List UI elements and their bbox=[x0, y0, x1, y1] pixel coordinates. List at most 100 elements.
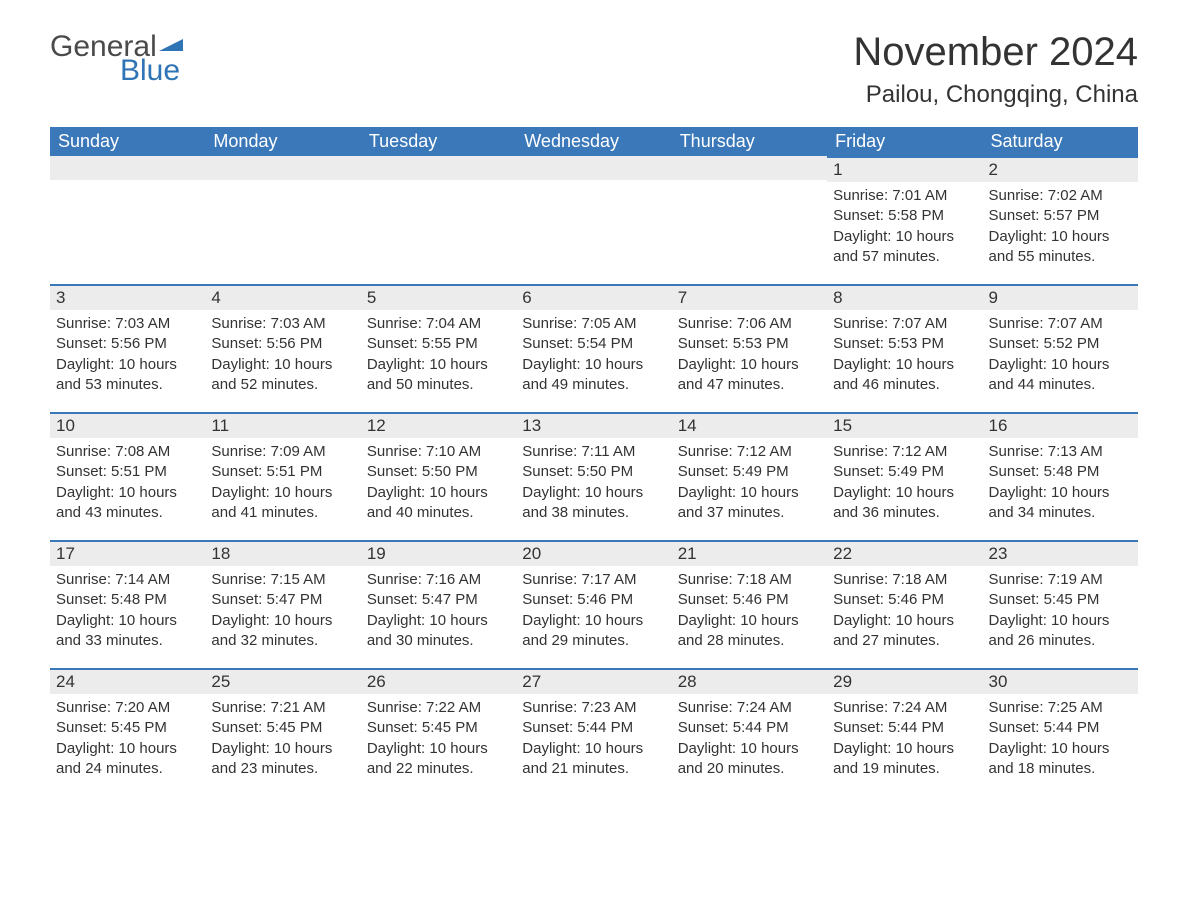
day-number bbox=[672, 156, 827, 180]
sunrise-text: Sunrise: 7:14 AM bbox=[56, 570, 199, 590]
day-number: 5 bbox=[361, 284, 516, 310]
day-details: Sunrise: 7:19 AMSunset: 5:45 PMDaylight:… bbox=[983, 566, 1138, 655]
daylight-text: Daylight: 10 hours and 36 minutes. bbox=[833, 483, 976, 524]
daylight-text: Daylight: 10 hours and 21 minutes. bbox=[522, 739, 665, 780]
calendar-cell: 21Sunrise: 7:18 AMSunset: 5:46 PMDayligh… bbox=[672, 540, 827, 668]
location: Pailou, Chongqing, China bbox=[853, 81, 1138, 109]
calendar-cell: 17Sunrise: 7:14 AMSunset: 5:48 PMDayligh… bbox=[50, 540, 205, 668]
sunrise-text: Sunrise: 7:20 AM bbox=[56, 698, 199, 718]
sunset-text: Sunset: 5:45 PM bbox=[56, 718, 199, 738]
sunset-text: Sunset: 5:44 PM bbox=[833, 718, 976, 738]
day-details: Sunrise: 7:24 AMSunset: 5:44 PMDaylight:… bbox=[672, 694, 827, 783]
sunset-text: Sunset: 5:50 PM bbox=[367, 462, 510, 482]
sunrise-text: Sunrise: 7:18 AM bbox=[678, 570, 821, 590]
sunrise-text: Sunrise: 7:07 AM bbox=[989, 314, 1132, 334]
calendar-week: 24Sunrise: 7:20 AMSunset: 5:45 PMDayligh… bbox=[50, 668, 1138, 796]
sunset-text: Sunset: 5:46 PM bbox=[833, 590, 976, 610]
day-number: 6 bbox=[516, 284, 671, 310]
day-details: Sunrise: 7:21 AMSunset: 5:45 PMDaylight:… bbox=[205, 694, 360, 783]
sunrise-text: Sunrise: 7:17 AM bbox=[522, 570, 665, 590]
month-title: November 2024 bbox=[853, 30, 1138, 75]
sunset-text: Sunset: 5:47 PM bbox=[211, 590, 354, 610]
sunrise-text: Sunrise: 7:12 AM bbox=[678, 442, 821, 462]
sunrise-text: Sunrise: 7:18 AM bbox=[833, 570, 976, 590]
daylight-text: Daylight: 10 hours and 50 minutes. bbox=[367, 355, 510, 396]
daylight-text: Daylight: 10 hours and 37 minutes. bbox=[678, 483, 821, 524]
weekday-wednesday: Wednesday bbox=[516, 127, 671, 156]
sunrise-text: Sunrise: 7:02 AM bbox=[989, 186, 1132, 206]
sunrise-text: Sunrise: 7:01 AM bbox=[833, 186, 976, 206]
sunset-text: Sunset: 5:51 PM bbox=[211, 462, 354, 482]
calendar-cell: 6Sunrise: 7:05 AMSunset: 5:54 PMDaylight… bbox=[516, 284, 671, 412]
day-number: 2 bbox=[983, 156, 1138, 182]
daylight-text: Daylight: 10 hours and 43 minutes. bbox=[56, 483, 199, 524]
sunset-text: Sunset: 5:56 PM bbox=[211, 334, 354, 354]
sunrise-text: Sunrise: 7:16 AM bbox=[367, 570, 510, 590]
sunset-text: Sunset: 5:48 PM bbox=[56, 590, 199, 610]
daylight-text: Daylight: 10 hours and 19 minutes. bbox=[833, 739, 976, 780]
calendar-cell: 14Sunrise: 7:12 AMSunset: 5:49 PMDayligh… bbox=[672, 412, 827, 540]
day-number bbox=[361, 156, 516, 180]
sunset-text: Sunset: 5:55 PM bbox=[367, 334, 510, 354]
day-number: 17 bbox=[50, 540, 205, 566]
day-details: Sunrise: 7:12 AMSunset: 5:49 PMDaylight:… bbox=[672, 438, 827, 527]
sunset-text: Sunset: 5:54 PM bbox=[522, 334, 665, 354]
daylight-text: Daylight: 10 hours and 47 minutes. bbox=[678, 355, 821, 396]
weekday-header-row: Sunday Monday Tuesday Wednesday Thursday… bbox=[50, 127, 1138, 156]
calendar-cell bbox=[672, 156, 827, 284]
sunset-text: Sunset: 5:51 PM bbox=[56, 462, 199, 482]
day-number: 30 bbox=[983, 668, 1138, 694]
calendar-cell: 23Sunrise: 7:19 AMSunset: 5:45 PMDayligh… bbox=[983, 540, 1138, 668]
daylight-text: Daylight: 10 hours and 40 minutes. bbox=[367, 483, 510, 524]
sunset-text: Sunset: 5:53 PM bbox=[833, 334, 976, 354]
day-number: 19 bbox=[361, 540, 516, 566]
day-details: Sunrise: 7:03 AMSunset: 5:56 PMDaylight:… bbox=[205, 310, 360, 399]
sunset-text: Sunset: 5:49 PM bbox=[833, 462, 976, 482]
sunset-text: Sunset: 5:48 PM bbox=[989, 462, 1132, 482]
day-details: Sunrise: 7:11 AMSunset: 5:50 PMDaylight:… bbox=[516, 438, 671, 527]
day-number: 29 bbox=[827, 668, 982, 694]
calendar-cell: 16Sunrise: 7:13 AMSunset: 5:48 PMDayligh… bbox=[983, 412, 1138, 540]
calendar-cell: 13Sunrise: 7:11 AMSunset: 5:50 PMDayligh… bbox=[516, 412, 671, 540]
day-number: 4 bbox=[205, 284, 360, 310]
weekday-sunday: Sunday bbox=[50, 127, 205, 156]
day-details: Sunrise: 7:18 AMSunset: 5:46 PMDaylight:… bbox=[827, 566, 982, 655]
sunrise-text: Sunrise: 7:09 AM bbox=[211, 442, 354, 462]
day-number: 9 bbox=[983, 284, 1138, 310]
daylight-text: Daylight: 10 hours and 26 minutes. bbox=[989, 611, 1132, 652]
daylight-text: Daylight: 10 hours and 38 minutes. bbox=[522, 483, 665, 524]
sunset-text: Sunset: 5:44 PM bbox=[989, 718, 1132, 738]
calendar-cell: 7 Sunrise: 7:06 AMSunset: 5:53 PMDaylight… bbox=[672, 284, 827, 412]
sunrise-text: Sunrise: 7:12 AM bbox=[833, 442, 976, 462]
calendar-cell: 9Sunrise: 7:07 AMSunset: 5:52 PMDaylight… bbox=[983, 284, 1138, 412]
day-details: Sunrise: 7:25 AMSunset: 5:44 PMDaylight:… bbox=[983, 694, 1138, 783]
day-number: 27 bbox=[516, 668, 671, 694]
daylight-text: Daylight: 10 hours and 22 minutes. bbox=[367, 739, 510, 780]
day-number: 11 bbox=[205, 412, 360, 438]
calendar-cell bbox=[205, 156, 360, 284]
daylight-text: Daylight: 10 hours and 28 minutes. bbox=[678, 611, 821, 652]
sunset-text: Sunset: 5:53 PM bbox=[678, 334, 821, 354]
weekday-friday: Friday bbox=[827, 127, 982, 156]
calendar-cell: 26Sunrise: 7:22 AMSunset: 5:45 PMDayligh… bbox=[361, 668, 516, 796]
weekday-thursday: Thursday bbox=[672, 127, 827, 156]
day-details: Sunrise: 7:18 AMSunset: 5:46 PMDaylight:… bbox=[672, 566, 827, 655]
calendar-week: 3Sunrise: 7:03 AMSunset: 5:56 PMDaylight… bbox=[50, 284, 1138, 412]
day-number: 7 bbox=[672, 284, 827, 310]
sunset-text: Sunset: 5:47 PM bbox=[367, 590, 510, 610]
weekday-tuesday: Tuesday bbox=[361, 127, 516, 156]
calendar-cell: 15Sunrise: 7:12 AMSunset: 5:49 PMDayligh… bbox=[827, 412, 982, 540]
day-details: Sunrise: 7:14 AMSunset: 5:48 PMDaylight:… bbox=[50, 566, 205, 655]
daylight-text: Daylight: 10 hours and 33 minutes. bbox=[56, 611, 199, 652]
calendar-cell: 19Sunrise: 7:16 AMSunset: 5:47 PMDayligh… bbox=[361, 540, 516, 668]
day-number bbox=[50, 156, 205, 180]
daylight-text: Daylight: 10 hours and 46 minutes. bbox=[833, 355, 976, 396]
day-details: Sunrise: 7:01 AMSunset: 5:58 PMDaylight:… bbox=[827, 182, 982, 271]
sunrise-text: Sunrise: 7:21 AM bbox=[211, 698, 354, 718]
calendar-cell: 20Sunrise: 7:17 AMSunset: 5:46 PMDayligh… bbox=[516, 540, 671, 668]
day-number: 3 bbox=[50, 284, 205, 310]
calendar-cell: 22Sunrise: 7:18 AMSunset: 5:46 PMDayligh… bbox=[827, 540, 982, 668]
day-details: Sunrise: 7:22 AMSunset: 5:45 PMDaylight:… bbox=[361, 694, 516, 783]
day-number: 22 bbox=[827, 540, 982, 566]
sunrise-text: Sunrise: 7:06 AM bbox=[678, 314, 821, 334]
